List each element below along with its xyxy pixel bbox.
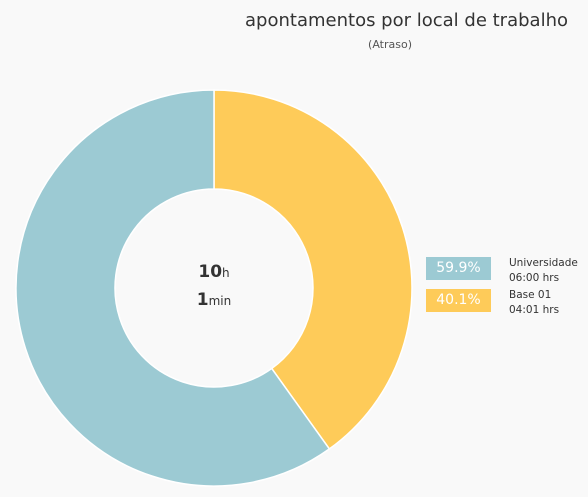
total-hours: 10h — [150, 262, 278, 282]
legend-name-base-01: Base 01 — [509, 289, 552, 301]
chart-legend: 59.9% Universidade 06:00 hrs 40.1% Base … — [426, 256, 586, 320]
legend-name-universidade: Universidade — [509, 257, 578, 269]
legend-duration-universidade: 06:00 hrs — [509, 272, 560, 284]
total-minutes-unit: min — [208, 294, 232, 308]
chart-subtitle: (Atraso) — [368, 38, 412, 51]
legend-duration-base-01: 04:01 hrs — [509, 304, 560, 316]
total-hours-unit: h — [222, 266, 230, 280]
legend-item-base-01[interactable]: 40.1% Base 01 04:01 hrs — [426, 288, 586, 320]
total-hours-value: 10 — [198, 262, 223, 282]
total-minutes: 1min — [150, 290, 278, 310]
legend-label-base-01: Base 01 04:01 hrs — [509, 288, 559, 318]
donut-slice-base-01[interactable] — [213, 89, 413, 450]
chart-title: apontamentos por local de trabalho — [245, 10, 568, 31]
legend-label-universidade: Universidade 06:00 hrs — [509, 256, 578, 286]
total-minutes-value: 1 — [196, 290, 209, 310]
legend-percent-base-01: 40.1% — [426, 289, 491, 312]
legend-percent-universidade: 59.9% — [426, 257, 491, 280]
legend-item-universidade[interactable]: 59.9% Universidade 06:00 hrs — [426, 256, 586, 288]
donut-slice-universidade[interactable] — [15, 89, 331, 487]
